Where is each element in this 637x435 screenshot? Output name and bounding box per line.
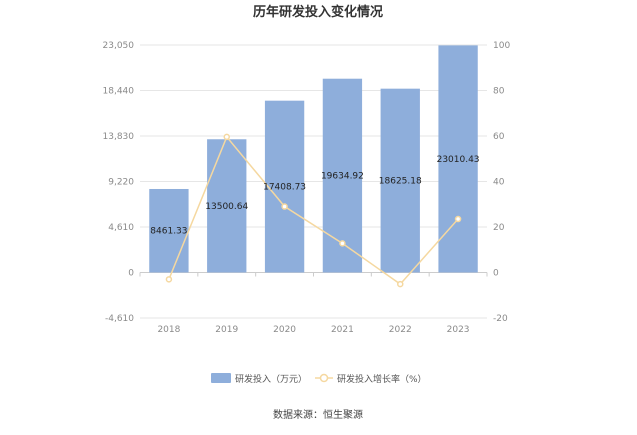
x-axis-tick-label: 2018 — [157, 325, 180, 335]
left-axis-tick-label: 23,050 — [103, 41, 135, 51]
left-axis-tick-label: 4,610 — [108, 223, 134, 233]
left-axis-tick-label: 0 — [128, 269, 134, 279]
growth-point — [281, 203, 288, 210]
gridlines — [140, 44, 487, 319]
chart-title: 历年研发投入变化情况 — [253, 4, 383, 20]
growth-point — [339, 240, 346, 247]
bar-data-label: 8461.33 — [150, 227, 187, 237]
right-axis-tick-label: 0 — [493, 269, 499, 279]
right-axis-tick-label: 80 — [493, 87, 505, 97]
bar-data-label: 18625.18 — [379, 177, 422, 187]
bar-data-label: 19634.92 — [321, 172, 364, 182]
legend-swatch-marker — [319, 373, 329, 383]
bar — [207, 139, 247, 273]
right-axis-tick-label: -20 — [493, 314, 508, 324]
growth-point — [165, 276, 173, 283]
right-axis-tick-label: 100 — [493, 41, 510, 51]
x-axis: 2018 2019 2020 2021 2022 2023 — [139, 272, 488, 335]
x-axis-tick-label: 2019 — [215, 325, 238, 335]
right-axis: -20 0 20 40 60 80 100 — [493, 41, 510, 324]
legend-item-growth-rate[interactable]: 研发投入增长率（%） — [315, 373, 427, 385]
x-axis-tick-label: 2023 — [447, 325, 470, 335]
left-axis-tick-label: 13,830 — [103, 132, 135, 142]
bar — [380, 88, 420, 273]
bar-series — [149, 45, 478, 273]
growth-point — [397, 280, 404, 288]
bar-data-label: 17408.73 — [263, 183, 306, 193]
left-axis-tick-label: -4,610 — [105, 314, 134, 324]
growth-line — [168, 135, 459, 286]
right-axis-tick-label: 40 — [493, 178, 505, 188]
right-axis-tick-label: 60 — [493, 132, 505, 142]
right-axis-tick-label: 20 — [493, 223, 505, 233]
x-axis-tick-label: 2020 — [273, 325, 296, 335]
bar — [264, 100, 305, 273]
growth-point — [223, 133, 230, 141]
bar-data-label: 23010.43 — [437, 155, 480, 165]
x-axis-tick-label: 2021 — [331, 325, 354, 335]
left-axis-tick-label: 18,440 — [103, 87, 135, 97]
bar — [149, 188, 189, 273]
legend[interactable]: 研发投入（万元） 研发投入增长率（%） — [211, 373, 427, 385]
bar-data-labels: 8461.33 13500.64 17408.73 19634.92 18625.18 2… — [150, 155, 479, 237]
legend-label-rd-investment: 研发投入（万元） — [235, 373, 307, 385]
x-axis-tick-label: 2022 — [389, 325, 412, 335]
left-axis: -4,610 0 4,610 9,220 13,830 18,440 23,050 — [103, 41, 135, 324]
growth-point — [454, 215, 462, 223]
left-axis-tick-label: 9,220 — [108, 178, 134, 188]
growth-line-series — [165, 133, 462, 288]
legend-item-rd-investment[interactable]: 研发投入（万元） — [211, 373, 307, 385]
bar-data-label: 13500.64 — [205, 202, 248, 212]
data-source: 数据来源：恒生聚源 — [273, 408, 363, 421]
legend-swatch-bar — [211, 373, 231, 383]
legend-label-growth-rate: 研发投入增长率（%） — [337, 373, 427, 385]
